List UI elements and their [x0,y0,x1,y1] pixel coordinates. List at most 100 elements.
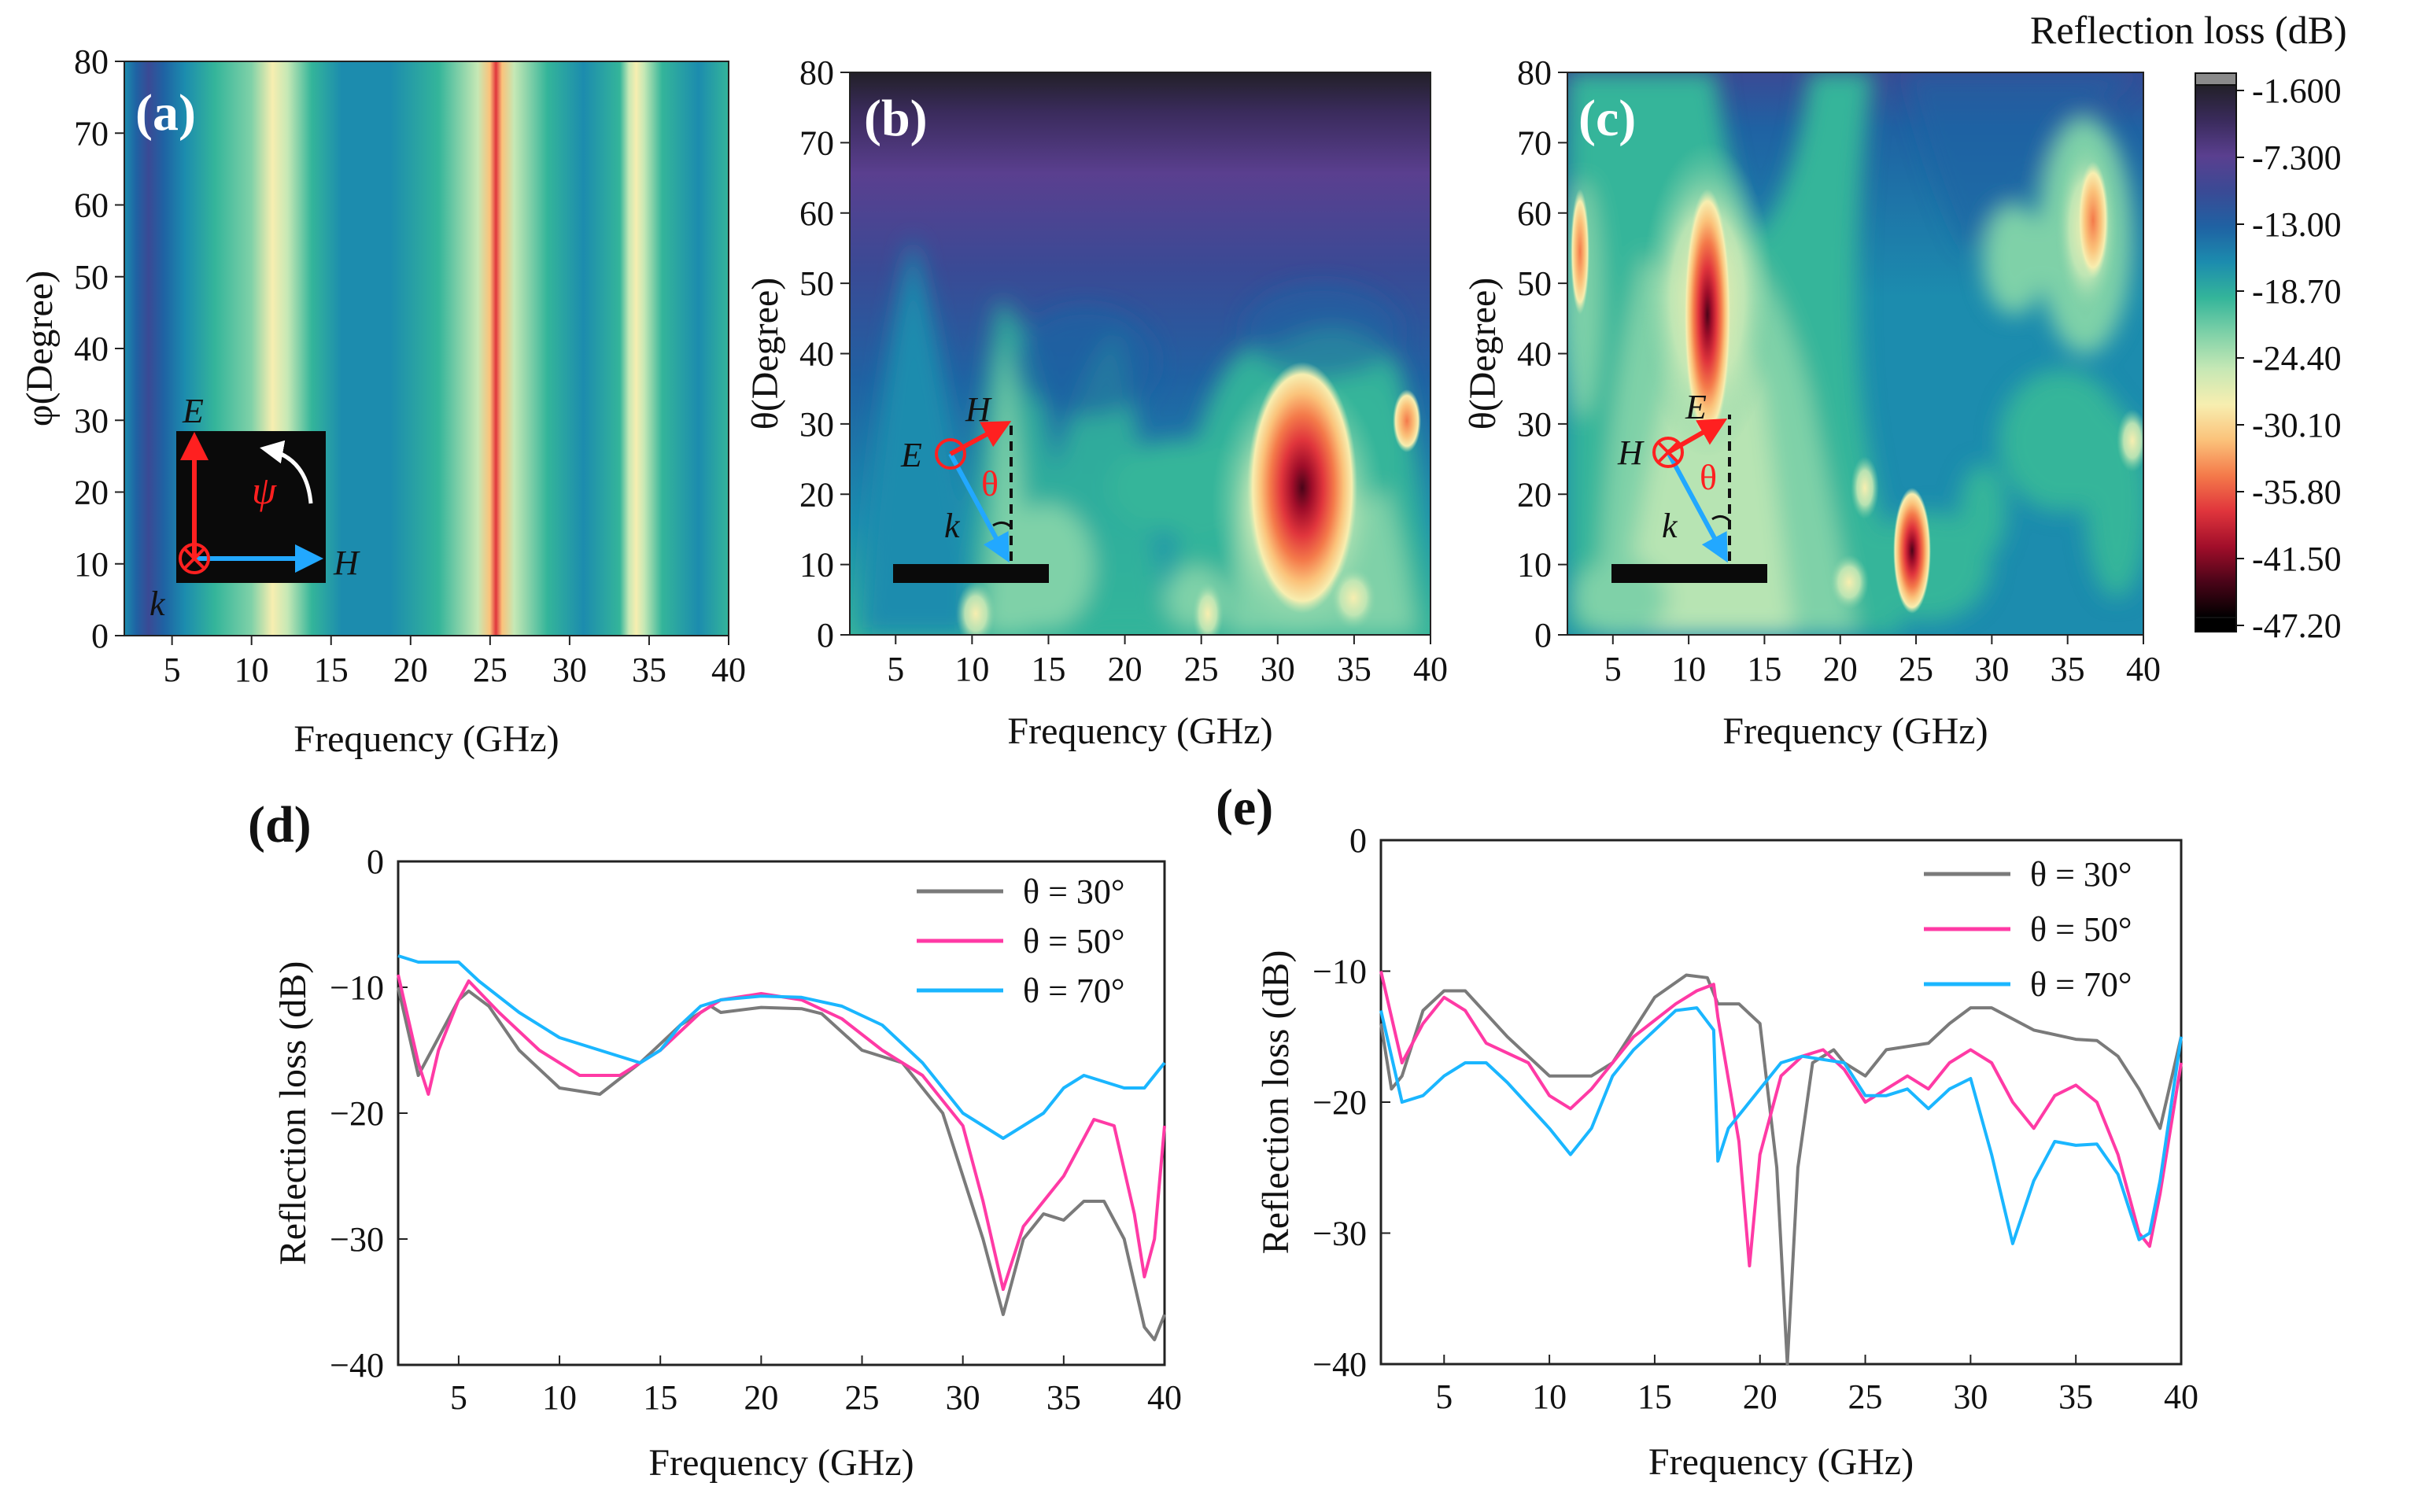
x-tick-label: 35 [632,651,666,689]
y-axis-title: θ(Degree) [1462,278,1504,430]
panel-d-label: (d) [248,796,312,854]
y-tick-label: 80 [1517,53,1552,92]
x-tick-label: 25 [473,651,508,689]
y-tick-label: 70 [1517,124,1552,162]
inset-b-theta-label: θ [981,463,999,503]
x-tick-label: 15 [1637,1377,1672,1416]
panel-e-label: (e) [1216,779,1273,836]
y-tick-label: 30 [1517,405,1552,444]
x-tick-label: 15 [1747,650,1781,688]
legend-label-1: θ = 30° [1023,872,1125,911]
y-tick-label: 30 [74,401,109,440]
x-tick-label: 30 [946,1378,980,1417]
x-tick-label: 35 [2051,650,2085,688]
y-tick-label: 20 [799,475,834,514]
line-d-axes: 5 10 15 20 25 30 35 40 0 −10 −20 −30 −40 Frequency (G… [272,843,1182,1484]
x-tick-label: 20 [1823,650,1858,688]
y-tick-label: 60 [74,186,109,225]
x-tick-label: 15 [1031,650,1065,688]
y-tick-label: 0 [1534,616,1552,655]
colorbar-ticks: -1.600 -7.300 -13.00 -18.70 -24.40 -30.10 -35.… [2236,72,2342,645]
y-tick-label: 0 [1349,821,1367,860]
legend-label-2: θ = 50° [2030,910,2132,949]
x-tick-label: 40 [1147,1378,1182,1417]
series-line-3 [1379,1006,2183,1245]
legend-label-3: θ = 70° [2030,965,2132,1004]
x-tick-label: 25 [1848,1377,1883,1416]
y-tick-label: 60 [1517,194,1552,233]
y-tick-label: 80 [74,42,109,81]
y-tick-label: 70 [799,124,834,162]
y-tick-label: 40 [1517,335,1552,374]
panel-c: θ H E k (c) 5 10 15 20 25 30 35 40 0 10 20 30 40 50 60… [1462,53,2161,752]
series-line-1 [1379,973,2183,1366]
heatmap-a-inset: ψ E H k [150,392,360,623]
x-tick-label: 30 [552,651,587,689]
x-tick-label: 5 [1604,650,1622,688]
x-tick-label: 10 [1671,650,1706,688]
inset-c-e-label: E [1685,388,1707,426]
colorbar-tick-label: -35.80 [2252,473,2342,511]
x-axis-title: Frequency (GHz) [648,1442,914,1484]
inset-c-h-label: H [1617,433,1645,472]
line-d-legend: θ = 30° θ = 50° θ = 70° [917,872,1125,1010]
heatmap-b-axes: 5 10 15 20 25 30 35 40 0 10 20 30 40 50 60 70 80 Frequenc… [744,53,1448,752]
x-tick-label: 25 [1899,650,1933,688]
y-tick-label: 80 [799,53,834,92]
line-e-legend: θ = 30° θ = 50° θ = 70° [1924,855,2132,1004]
colorbar-tick-label: -41.50 [2252,540,2342,578]
colorbar-tick-label: -47.20 [2252,607,2342,645]
colorbar-tick-label: -13.00 [2252,205,2342,244]
inset-c-k-label: k [1662,507,1678,545]
colorbar-gradient [2195,84,2237,618]
colorbar-tick-label: -7.300 [2252,138,2342,177]
y-tick-label: 70 [74,114,109,153]
x-tick-label: 35 [2058,1377,2093,1416]
y-axis-title: Reflection loss (dB) [272,961,314,1266]
x-tick-label: 30 [1953,1377,1988,1416]
y-tick-label: 20 [74,474,109,512]
x-axis-title: Frequency (GHz) [1007,710,1272,752]
y-tick-label: 0 [91,617,109,655]
heatmap-b-inset: θ E H k [893,390,1049,583]
colorbar-tick-label: -30.10 [2252,406,2342,444]
y-tick-label: 20 [1517,475,1552,514]
y-tick-label: −30 [330,1220,384,1259]
series-line-2 [397,974,1166,1291]
x-tick-label: 20 [1108,650,1143,688]
y-axis-title: θ(Degree) [744,278,786,430]
colorbar-title: Reflection loss (dB) [2030,8,2347,52]
colorbar: Reflection loss (dB) -1.600 -7.300 -13.00 -… [2030,8,2347,645]
x-tick-label: 10 [234,651,269,689]
colorbar-bottom-cap [2195,617,2237,632]
panel-e: (e) 5 10 15 20 25 30 35 40 0 −10 −20 −30 −40 Frequenc… [1216,779,2198,1483]
series-line-1 [397,986,1166,1341]
x-tick-label: 5 [887,650,904,688]
y-tick-label: 50 [74,258,109,297]
x-tick-label: 10 [1532,1377,1567,1416]
x-tick-label: 30 [1261,650,1295,688]
y-tick-label: 30 [799,405,834,444]
y-tick-label: 50 [799,264,834,303]
x-tick-label: 20 [393,651,428,689]
x-tick-label: 35 [1337,650,1371,688]
y-tick-label: −40 [330,1346,384,1385]
y-tick-label: −20 [1312,1083,1367,1122]
inset-b-h-label: H [965,390,992,429]
x-tick-label: 10 [542,1378,577,1417]
panel-c-label: (c) [1578,90,1636,147]
y-tick-label: 40 [74,330,109,368]
heatmap-c-axes: 5 10 15 20 25 30 35 40 0 10 20 30 40 50 60 70 80 Frequenc… [1462,53,2161,752]
colorbar-tick-label: -1.600 [2252,72,2342,110]
x-tick-label: 20 [1743,1377,1778,1416]
y-tick-label: 0 [367,843,384,881]
y-tick-label: 10 [74,545,109,584]
inset-a-h-label: H [333,544,360,582]
heatmap-a-axes: 5 10 15 20 25 30 35 40 0 10 20 30 40 50 60 70 80 Frequenc… [19,42,746,760]
x-tick-label: 10 [954,650,989,688]
panel-a-label: (a) [135,84,196,142]
panel-a: ψ E H k (a) 5 10 15 20 25 30 35 40 0 10 20 30 40 50 60… [19,42,746,760]
colorbar-tick-label: -18.70 [2252,272,2342,311]
x-tick-label: 30 [1974,650,2009,688]
legend-label-3: θ = 70° [1023,972,1125,1010]
